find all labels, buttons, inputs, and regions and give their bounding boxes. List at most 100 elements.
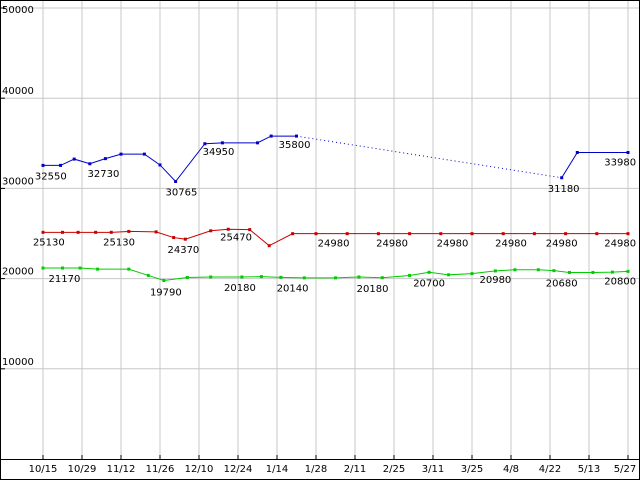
data-point-label: 24980	[376, 239, 408, 250]
data-point-label: 19790	[150, 287, 182, 298]
data-point-label: 20180	[357, 284, 389, 295]
x-axis-label: 4/8	[503, 464, 519, 475]
series-green-data-point-marker	[536, 268, 540, 272]
x-axis-label: 10/15	[29, 464, 58, 475]
y-axis-label: 40000	[2, 86, 34, 97]
x-axis-label: 1/28	[305, 464, 327, 475]
series-red-data-point-marker	[226, 227, 230, 231]
series-green-data-point-marker	[470, 272, 474, 276]
data-point-label: 24980	[495, 239, 527, 250]
series-green-data-point-marker	[185, 276, 189, 280]
y-axis-label: 20000	[2, 267, 34, 278]
x-axis-label: 5/13	[578, 464, 600, 475]
data-point-label: 34950	[203, 147, 235, 158]
data-point-label: 25130	[103, 237, 135, 248]
series-green-data-point-marker	[552, 269, 556, 273]
data-point-label: 32730	[88, 169, 120, 180]
data-point-label: 35800	[279, 140, 311, 151]
series-red-data-point-marker	[183, 237, 187, 241]
series-green-data-point-marker	[513, 268, 517, 272]
data-point-label: 25130	[33, 237, 65, 248]
series-red-data-point-marker	[345, 232, 349, 236]
data-point-label: 25470	[220, 232, 252, 243]
x-axis-label: 5/27	[614, 464, 636, 475]
x-axis-label: 3/25	[461, 464, 483, 475]
series-green-data-point-marker	[240, 275, 244, 279]
y-axis-label: 10000	[2, 357, 34, 368]
series-red-data-point-marker	[408, 232, 412, 236]
series-blue-data-point-marker	[158, 163, 162, 167]
series-blue-data-point-marker	[203, 142, 207, 146]
series-green-data-point-marker	[78, 266, 82, 270]
series-green-data-point-marker	[380, 276, 384, 280]
series-green-data-point-marker	[61, 266, 64, 270]
series-green-data-point-marker	[626, 269, 630, 273]
x-axis-label: 10/29	[68, 464, 97, 475]
x-axis-label: 12/24	[224, 464, 253, 475]
series-green-data-point-marker	[493, 269, 497, 273]
series-red-data-point-marker	[209, 229, 213, 233]
series-blue-line-dotted	[296, 135, 562, 179]
series-blue-data-point-marker	[220, 141, 224, 145]
series-green-data-point-marker	[259, 275, 263, 279]
series-red-data-point-marker	[109, 230, 113, 234]
series-green-data-point-marker	[279, 275, 283, 279]
series-blue-data-point-marker	[560, 176, 564, 180]
series-blue-data-point-marker	[174, 179, 178, 183]
series-blue-data-point-marker	[269, 134, 273, 138]
series-red-data-point-marker	[314, 232, 318, 236]
series-red-data-point-marker	[172, 236, 176, 240]
series-green-data-point-marker	[447, 273, 451, 277]
series-red-data-point-marker	[501, 232, 505, 236]
series-green-data-point-marker	[41, 266, 45, 270]
series-green-data-point-marker	[334, 276, 337, 280]
series-green-data-point-marker	[302, 276, 306, 280]
x-axis-label: 4/22	[539, 464, 561, 475]
series-red-data-point-marker	[376, 232, 380, 236]
series-red-data-point-marker	[626, 232, 630, 236]
data-point-label: 20980	[479, 275, 511, 286]
data-point-label: 30765	[166, 187, 198, 198]
series-red-data-point-marker	[439, 232, 443, 236]
series-red-data-point-marker	[470, 232, 474, 236]
series-green-data-point-marker	[610, 270, 614, 274]
data-point-label: 24370	[167, 245, 199, 256]
series-blue-data-point-marker	[119, 152, 123, 156]
y-axis-label: 30000	[2, 176, 34, 187]
data-point-label: 20800	[604, 276, 636, 287]
series-blue-data-point-marker	[575, 151, 579, 155]
series-red-data-point-marker	[291, 232, 295, 236]
series-blue-data-point-marker	[103, 157, 107, 161]
series-green-data-point-marker	[96, 267, 100, 271]
series-green-data-point-marker	[127, 267, 131, 271]
x-axis-label: 3/11	[422, 464, 444, 475]
series-blue-data-point-marker	[72, 157, 76, 161]
data-point-label: 21170	[49, 274, 81, 285]
series-blue-data-point-marker	[142, 152, 146, 156]
series-green-data-point-marker	[568, 270, 571, 274]
x-axis-label: 2/11	[344, 464, 366, 475]
x-axis-label: 11/26	[146, 464, 175, 475]
series-blue-line	[43, 135, 297, 183]
data-point-label: 24980	[437, 239, 469, 250]
data-point-label: 20680	[546, 278, 578, 289]
data-point-label: 33980	[604, 158, 636, 169]
series-green-data-point-marker	[408, 273, 412, 277]
series-red-data-point-marker	[41, 230, 45, 234]
data-point-label: 20700	[413, 278, 445, 289]
x-axis-label: 11/12	[107, 464, 136, 475]
series-red-data-point-marker	[248, 228, 252, 232]
series-red-data-point-marker	[154, 230, 158, 234]
series-red-data-point-marker	[267, 244, 271, 248]
series-red-data-point-marker	[532, 232, 536, 236]
series-green-data-point-marker	[427, 270, 431, 274]
series-red-data-point-marker	[595, 232, 599, 236]
series-green-data-point-marker	[209, 275, 213, 279]
series-red-data-point-marker	[94, 230, 98, 234]
x-axis-label: 12/10	[185, 464, 214, 475]
series-blue-data-point-marker	[88, 162, 92, 166]
data-point-label: 24980	[318, 239, 350, 250]
